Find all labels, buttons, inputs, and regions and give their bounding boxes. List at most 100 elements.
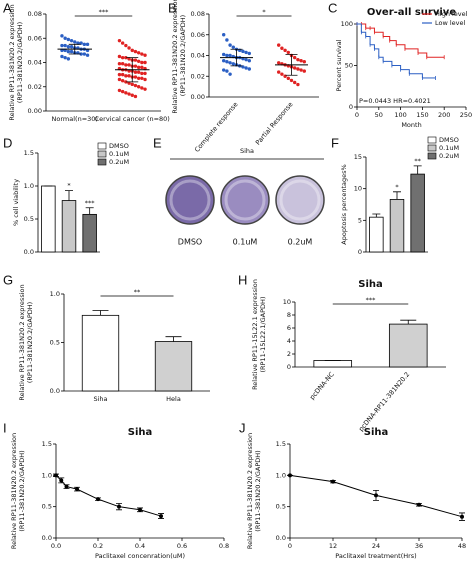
panel-letter: J [239,420,246,435]
x-tick-label: Partial Response [254,100,295,146]
dot [124,80,128,84]
point [331,479,335,484]
dot [143,71,147,76]
point [75,487,79,492]
dot [140,76,144,80]
dot [225,60,229,64]
dot [69,45,74,49]
dot [136,59,141,63]
panel-letter: F [331,135,339,150]
survival-step [383,60,393,66]
dot [136,70,141,74]
bar [369,216,384,253]
dot [228,43,232,47]
dot [283,48,287,53]
dot [124,63,128,67]
point [117,504,121,509]
dot [244,66,248,70]
x-tick-label: Cervical cancer (n=80) [95,115,170,123]
dot [143,87,147,91]
x-tick-label: Complete response [193,100,240,153]
dot [120,78,125,83]
survival-step [404,48,419,54]
y-tick-label: 5 [358,216,362,224]
panel-letter: H [238,272,247,287]
dot [130,48,134,53]
legend-label: 0.1uM [109,150,129,158]
y-tick-label: 0.06 [28,34,42,42]
x-tick-label: 0 [355,111,359,119]
dot [286,50,290,55]
legend-label: 0.1uM [439,144,459,152]
x-tick-label: 0.8 [219,542,229,550]
y-axis-label: Relative RP11-15L22.1 expression [251,279,259,390]
dish [220,175,270,225]
dot [133,75,138,79]
point [64,484,69,489]
dot [225,38,229,42]
panel-letter: A [3,0,12,15]
bar [41,185,56,253]
dot [143,77,147,82]
dot [228,53,232,58]
x-tick-label: 0.4 [135,542,145,550]
y-tick-label: 10 [354,185,362,193]
dot [302,69,306,73]
dot [117,54,122,59]
panel-title: Siha [240,147,254,155]
x-tick-label: 0.6 [177,542,187,550]
dot [225,53,229,58]
dot [120,41,125,45]
legend-label: Low level [435,19,466,27]
dot [228,72,232,76]
dot [117,88,122,93]
annotation: P=0.0443 HR=0.4021 [359,97,431,105]
dot [136,65,141,70]
dot [231,45,235,49]
y-tick-label: 100 [341,20,353,28]
dot [299,58,303,63]
dot [63,43,67,48]
sig-label: ** [134,288,141,296]
dot [277,43,281,47]
dot [73,40,77,44]
point [54,473,58,478]
chart-title: Over-all survive [367,7,456,18]
point [59,478,64,483]
dot [302,60,306,64]
y-axis-label: (RP11-381N20.2/GAPDH) [179,15,187,96]
legend-label: 0.2uM [439,152,459,160]
y-tick-label: 0.5 [24,215,34,223]
legend-swatch [97,158,107,166]
y-axis-label: Relative RP11-381N20.2 expression [171,0,179,114]
y-tick-label: 0.0 [24,248,34,256]
y-axis-label: (RP11-381N20.2/GAPDH) [254,450,262,531]
x-tick-label: 12 [329,542,337,550]
x-tick-label: 0 [288,542,292,550]
dot [120,89,125,94]
dot [222,68,226,72]
dot [136,51,141,55]
dot [117,72,122,77]
legend-label: DMSO [109,142,129,150]
x-tick-label: 0.0 [51,542,61,550]
legend-swatch [427,152,437,160]
dish-inner [224,179,266,221]
dot [66,37,71,42]
dot [222,52,226,57]
dot [66,45,71,49]
y-tick-label: 1.5 [42,440,52,448]
y-tick-label: 4 [287,337,291,345]
y-tick-label: 0 [287,363,291,371]
x-tick-label: Hela [166,395,181,403]
y-axis-label: Relative RP11-381N20.2 expression [10,433,18,549]
bar [82,213,97,253]
y-tick-label: 0.0 [50,387,60,395]
dish-label: DMSO [178,238,202,247]
survival-step [361,23,367,29]
dish-inner [169,179,211,221]
x-axis-label: Month [401,121,421,129]
y-tick-label: 0.02 [28,83,42,91]
survival-step [378,56,384,62]
